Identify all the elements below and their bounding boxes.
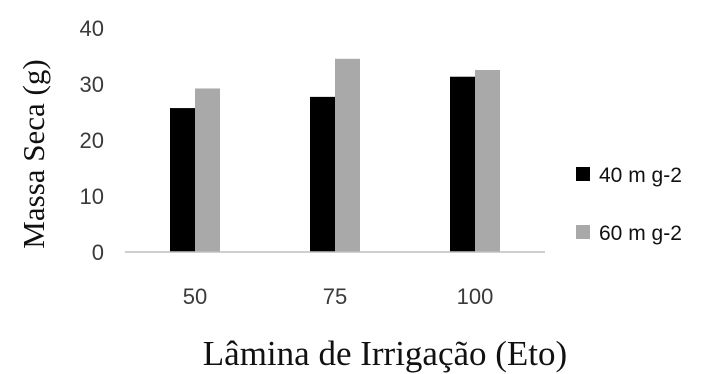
y-tick-label: 20 [80,128,104,153]
legend: 40 m g-2 60 m g-2 [576,164,682,245]
bar-100-series-1 [450,76,475,252]
bar-50-series-2 [195,88,220,252]
bar-75-series-2 [335,58,360,252]
legend-swatch-1 [576,167,590,181]
y-axis-title: Massa Seca (g) [16,59,51,248]
x-axis-title: Lâmina de Irrigação (Eto) [203,334,567,373]
y-tick-label: 0 [92,240,104,265]
legend-label-2: 60 m g-2 [599,222,682,245]
bar-50-series-1 [170,108,195,252]
y-tick-label: 10 [80,184,104,209]
plot-area [170,58,500,252]
x-tick-label: 75 [323,284,347,309]
y-axis-ticks: 0 10 20 30 40 [80,16,104,265]
y-tick-label: 40 [80,16,104,41]
bar-75-series-1 [310,96,335,252]
y-tick-label: 30 [80,72,104,97]
x-tick-label: 50 [183,284,207,309]
bar-100-series-2 [475,70,500,252]
legend-label-1: 40 m g-2 [599,164,682,187]
x-axis-ticks: 50 75 100 [183,284,494,309]
x-tick-label: 100 [457,284,494,309]
legend-swatch-2 [576,225,590,239]
